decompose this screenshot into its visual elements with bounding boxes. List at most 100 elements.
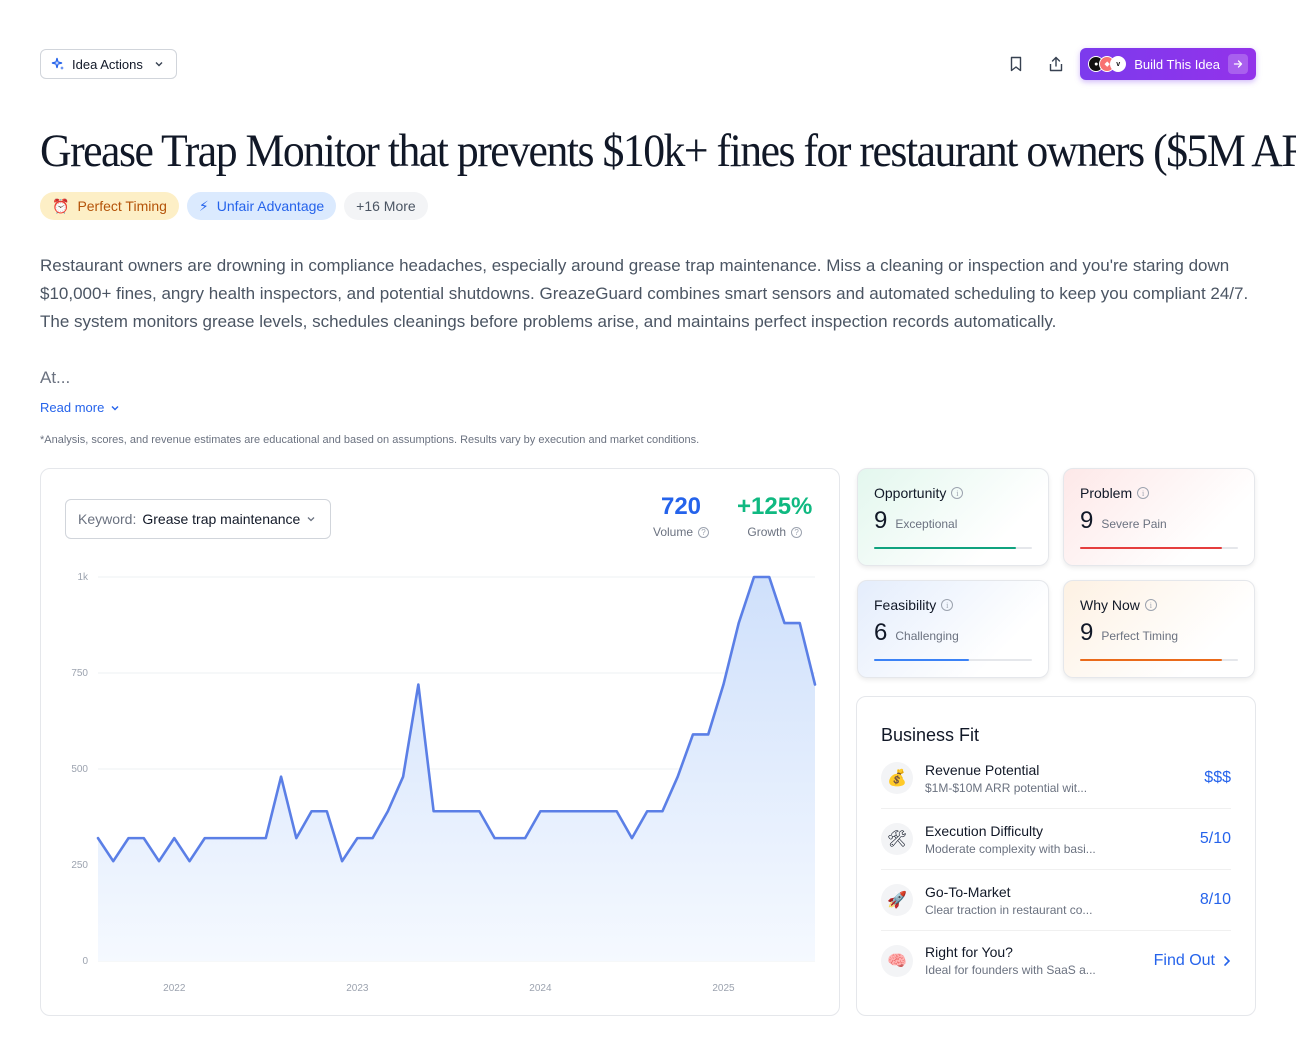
build-this-idea-button[interactable]: ● ◆ v Build This Idea [1080,48,1256,80]
tag-label: Unfair Advantage [216,198,325,214]
help-icon[interactable]: ? [698,526,710,538]
alarm-clock-icon: ⏰ [52,197,70,214]
score-card-why-now[interactable]: Why Now i 9 Perfect Timing [1063,580,1255,678]
score-value: 9 [1080,619,1094,646]
help-icon[interactable]: ? [791,526,803,538]
score-bar-fill [874,659,969,661]
fit-row-name: Revenue Potential [925,761,1040,778]
build-label: Build This Idea [1134,56,1220,72]
tag-more-button[interactable]: +16 More [344,192,428,220]
score-bar-fill [874,547,1017,549]
fit-row-name: Go-To-Market [925,883,1011,900]
share-icon [1050,56,1063,72]
tag-unfair-advantage[interactable]: ⚡ Unfair Advantage [186,192,337,220]
info-icon[interactable]: i [951,487,964,499]
lightning-icon: ⚡ [198,197,209,214]
money-bag-icon: 💰 [881,762,913,794]
share-button[interactable] [1036,48,1076,80]
series-line [96,575,817,863]
business-fit-card: Business Fit 💰 Revenue Potential $1M-$10… [856,696,1256,1016]
fit-row-value: 8/10 [1199,891,1231,908]
chevron-down-icon [155,62,163,67]
fit-row-value: 5/10 [1199,830,1231,847]
x-tick-label: 2023 [346,983,369,994]
growth-stat: +125% Growth ? [737,493,812,539]
growth-value: +125% [737,493,813,520]
score-bar [1080,547,1238,549]
score-title: Feasibility [874,597,937,613]
idea-actions-dropdown[interactable]: Idea Actions [40,49,177,79]
info-icon[interactable]: i [941,599,954,611]
score-card-opportunity[interactable]: Opportunity i 9 Exceptional [857,468,1049,566]
score-card-feasibility[interactable]: Feasibility i 6 Challenging [857,580,1049,678]
business-fit-title: Business Fit [881,725,980,745]
y-tick-label: 1k [77,572,89,583]
idea-actions-label: Idea Actions [72,56,143,72]
score-bar-fill [1080,659,1223,661]
score-value: 9 [1080,507,1094,534]
bookmark-button[interactable] [996,48,1036,80]
fit-row-desc: Clear traction in restaurant co... [925,902,1093,917]
fit-row-desc: Moderate complexity with basi... [925,841,1096,856]
y-tick-label: 0 [82,956,88,967]
tag-label: Perfect Timing [77,198,167,214]
fit-row-name: Execution Difficulty [925,822,1044,839]
score-card-problem[interactable]: Problem i 9 Severe Pain [1063,468,1255,566]
fit-row-right-for-you: 🧠 Right for You? Ideal for founders with… [881,930,1231,991]
tag-label: +16 More [356,198,416,214]
score-value: 9 [874,507,888,534]
series-area [98,577,815,961]
score-bar [874,659,1032,661]
score-title: Problem [1080,485,1133,501]
x-tick-label: 2024 [529,983,552,994]
growth-label: Growth [747,525,787,539]
volume-stat: 720 Volume ? [653,493,710,539]
brain-icon: 🧠 [881,944,913,977]
find-out-button[interactable]: Find Out [1154,952,1231,970]
keyword-label: Keyword: [78,511,137,527]
score-label: Severe Pain [1101,517,1167,531]
disclaimer: *Analysis, scores, and revenue estimates… [40,434,700,446]
bookmark-icon [1011,56,1022,72]
chevron-right-icon [1224,955,1231,966]
keyword-trend-card: 0 250 500 750 1k 2022 2023 2024 2025 Keyword: Gr… [40,468,840,1016]
page-title: Grease Trap Monitor that prevents $10k+ … [40,125,1296,177]
x-tick-label: 2022 [163,983,186,994]
read-more-label: Read more [40,400,105,415]
chevron-down-icon [307,517,315,522]
rocket-icon: 🚀 [881,884,913,916]
y-tick-label: 500 [71,764,88,775]
idea-description-truncated: At... [40,368,71,387]
read-more-link[interactable]: Read more [40,400,120,415]
info-icon[interactable]: i [1137,487,1150,499]
arrow-right-icon [1228,54,1248,74]
fit-row-desc: $1M-$10M ARR potential wit... [925,780,1088,795]
fit-row-desc: Ideal for founders with SaaS a... [925,963,1096,977]
fit-row-execution-difficulty[interactable]: 🛠 Execution Difficulty Moderate complexi… [881,809,1231,870]
fit-row-name: Right for You? [925,944,1013,960]
keyword-select[interactable]: Keyword: Grease trap maintenance [65,499,331,539]
fit-row-value: $$$ [1204,769,1231,786]
partner-avatars: ● ◆ v [1088,56,1127,72]
keyword-value: Grease trap maintenance [142,511,301,527]
y-tick-label: 250 [71,860,88,871]
score-bar [874,547,1032,549]
volume-value: 720 [660,493,702,520]
score-title: Opportunity [874,485,947,501]
volume-label: Volume [653,525,694,539]
tools-icon: 🛠 [881,823,913,855]
volume-label-row: Volume ? [653,525,710,539]
fit-row-revenue-potential[interactable]: 💰 Revenue Potential $1M-$10M ARR potenti… [881,748,1231,809]
find-out-label: Find Out [1153,951,1215,969]
top-bar: Idea Actions ● ◆ v Build This Idea [40,48,1256,80]
tag-list: ⏰ Perfect Timing ⚡ Unfair Advantage +16 … [40,192,428,220]
sparkle-icon [51,57,64,70]
chevron-down-icon [111,405,119,410]
score-bar [1080,659,1238,661]
info-icon[interactable]: i [1144,599,1157,611]
fit-row-go-to-market[interactable]: 🚀 Go-To-Market Clear traction in restaur… [881,870,1231,931]
tag-perfect-timing[interactable]: ⏰ Perfect Timing [40,192,179,220]
score-label: Perfect Timing [1101,629,1179,643]
score-title: Why Now [1080,597,1140,613]
trend-chart: 0 250 500 750 1k 2022 2023 2024 2025 [71,572,817,994]
